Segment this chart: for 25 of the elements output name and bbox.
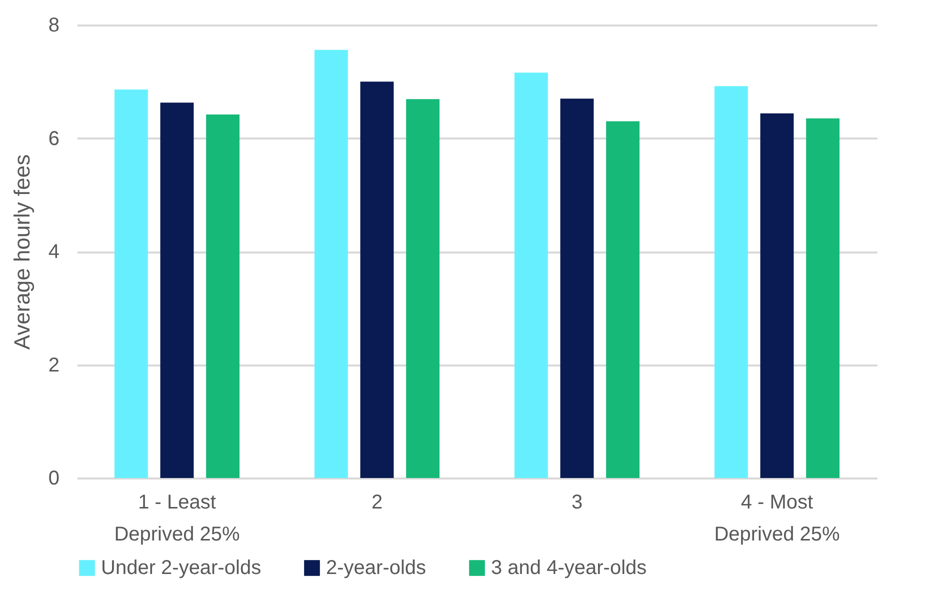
x-tick-label: 3 (571, 492, 583, 514)
bar (760, 113, 794, 478)
bar (360, 82, 394, 478)
bar (114, 90, 148, 478)
y-tick-label: 0 (48, 468, 60, 490)
bar (806, 118, 840, 478)
x-tick-label: 4 - Most Deprived 25% (714, 492, 840, 546)
bar (406, 99, 440, 478)
y-tick-label: 8 (48, 14, 60, 36)
bar (560, 98, 594, 478)
legend-label: 3 and 4-year-olds (491, 557, 647, 579)
legend-label: Under 2-year-olds (101, 557, 262, 579)
bar (606, 121, 640, 478)
bar (314, 50, 348, 478)
bar (160, 102, 194, 478)
bar (714, 86, 748, 478)
bar (206, 114, 240, 478)
y-tick-label: 2 (48, 354, 60, 376)
legend-label: 2-year-olds (326, 557, 426, 579)
y-axis-title: Average hourly fees (9, 154, 34, 350)
bar (514, 72, 548, 478)
y-tick-label: 6 (48, 128, 60, 150)
x-tick-label: 1 - Least Deprived 25% (114, 492, 240, 546)
y-tick-label: 4 (48, 241, 60, 263)
x-tick-label: 2 (371, 492, 383, 514)
